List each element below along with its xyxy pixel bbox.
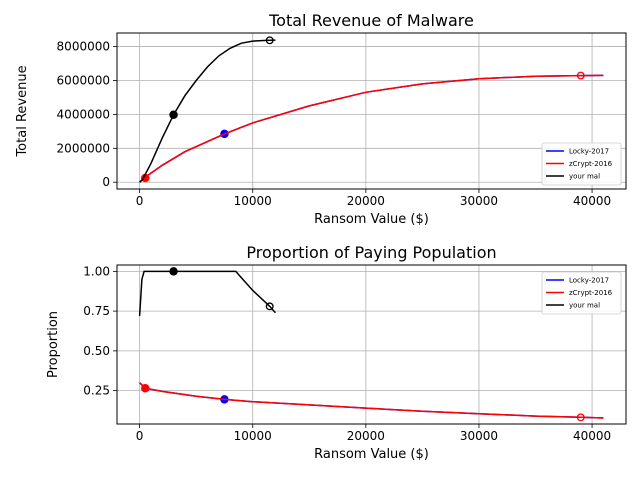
legend: Locky-2017 zCrypt-2016 your mal: [541, 142, 622, 186]
legend-box: [541, 271, 622, 315]
y-tick-label: 8000000: [57, 40, 110, 54]
chart-1: 0 10000 20000 30000 40000 0 2000000 4000000 6000…: [15, 11, 627, 227]
data-point-marker: [141, 383, 150, 393]
y-tick-label: 0.25: [83, 384, 110, 398]
x-tick-label: 30000: [460, 194, 498, 208]
x-tick-label: 20000: [347, 194, 385, 208]
x-axis-label: Ransom Value ($): [314, 447, 429, 462]
data-point-marker: [576, 71, 585, 80]
series-line-zcrypt-2016: [139, 382, 604, 419]
x-tick-label: 0: [136, 194, 144, 208]
y-tick-label: 0.75: [83, 304, 110, 318]
y-tick-label: 6000000: [57, 73, 110, 87]
x-tick-label: 20000: [347, 429, 385, 443]
series-line-locky-2017: [139, 382, 604, 419]
x-tick-label: 10000: [234, 194, 272, 208]
x-tick-label: 40000: [573, 194, 611, 208]
data-point-marker: [265, 302, 274, 311]
legend: Locky-2017 zCrypt-2016 your mal: [541, 271, 622, 315]
legend-label: Locky-2017: [569, 148, 609, 156]
series-line-zcrypt-2016: [139, 74, 604, 183]
y-axis-label: Total Revenue: [15, 65, 30, 157]
x-tick-label: 40000: [573, 429, 611, 443]
legend-label: Locky-2017: [569, 277, 609, 285]
data-point-marker: [169, 267, 178, 276]
chart-2: 0 10000 20000 30000 40000 0.25 0.50 0.75 1.00 Pro…: [46, 243, 627, 462]
y-tick-label: 1.00: [83, 264, 110, 278]
data-point-marker: [265, 36, 274, 45]
plot-frame: [116, 264, 627, 425]
series-line-your-mal: [138, 270, 276, 316]
chart-title: Proportion of Paying Population: [246, 243, 496, 262]
x-tick-label: 0: [136, 429, 144, 443]
legend-label: your mal: [569, 302, 600, 310]
legend-box: [541, 142, 622, 186]
chart-title: Total Revenue of Malware: [268, 11, 474, 30]
series-line-your-mal: [139, 39, 276, 183]
x-tick-label: 30000: [460, 429, 498, 443]
y-tick-label: 4000000: [57, 107, 110, 121]
x-tick-label: 10000: [234, 429, 272, 443]
x-axis-label: Ransom Value ($): [314, 212, 429, 227]
data-point-marker: [576, 413, 585, 422]
data-point-marker: [169, 110, 178, 119]
legend-label: your mal: [569, 173, 600, 181]
y-tick-label: 0: [102, 175, 110, 189]
y-axis-label: Proportion: [46, 311, 61, 378]
plot-frame: [116, 32, 627, 190]
legend-label: zCrypt-2016: [569, 289, 613, 297]
y-tick-label: 0.50: [83, 344, 110, 358]
legend-label: zCrypt-2016: [569, 160, 613, 168]
y-tick-label: 2000000: [57, 141, 110, 155]
